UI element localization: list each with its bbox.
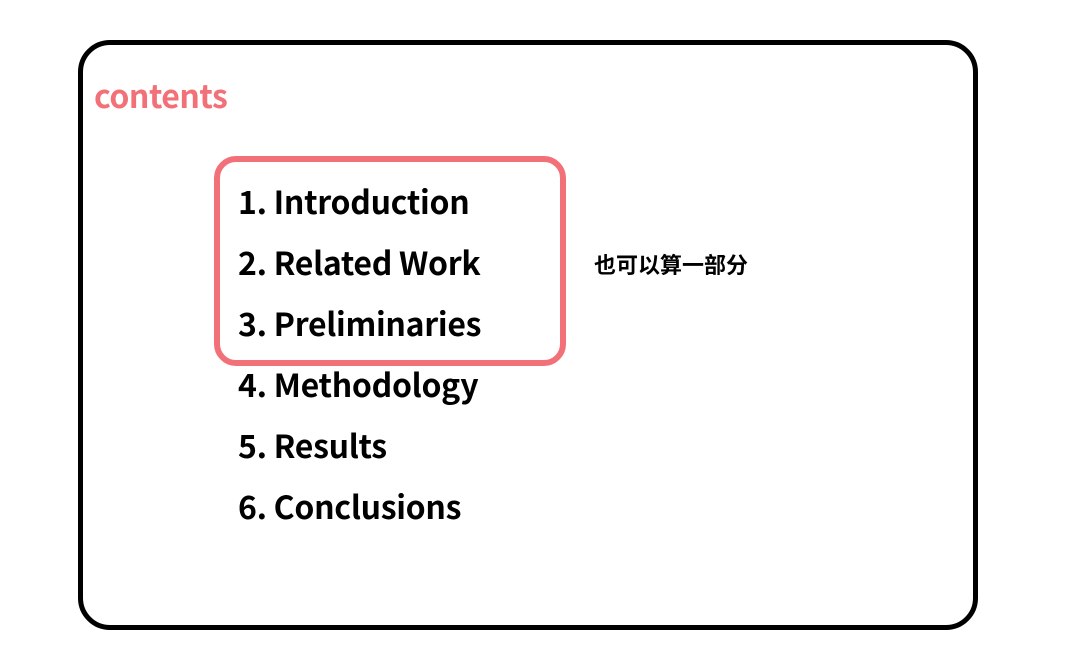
list-item: 6. Conclusions (238, 490, 481, 522)
list-item: 5. Results (238, 429, 481, 461)
contents-list: 1. Introduction 2. Related Work 3. Preli… (238, 185, 481, 522)
list-item: 3. Preliminaries (238, 307, 481, 339)
annotation-text: 也可以算一部分 (594, 248, 748, 280)
page-title: contents (94, 72, 227, 118)
list-item: 1. Introduction (238, 185, 481, 217)
list-item: 2. Related Work (238, 246, 481, 278)
list-item: 4. Methodology (238, 368, 481, 400)
